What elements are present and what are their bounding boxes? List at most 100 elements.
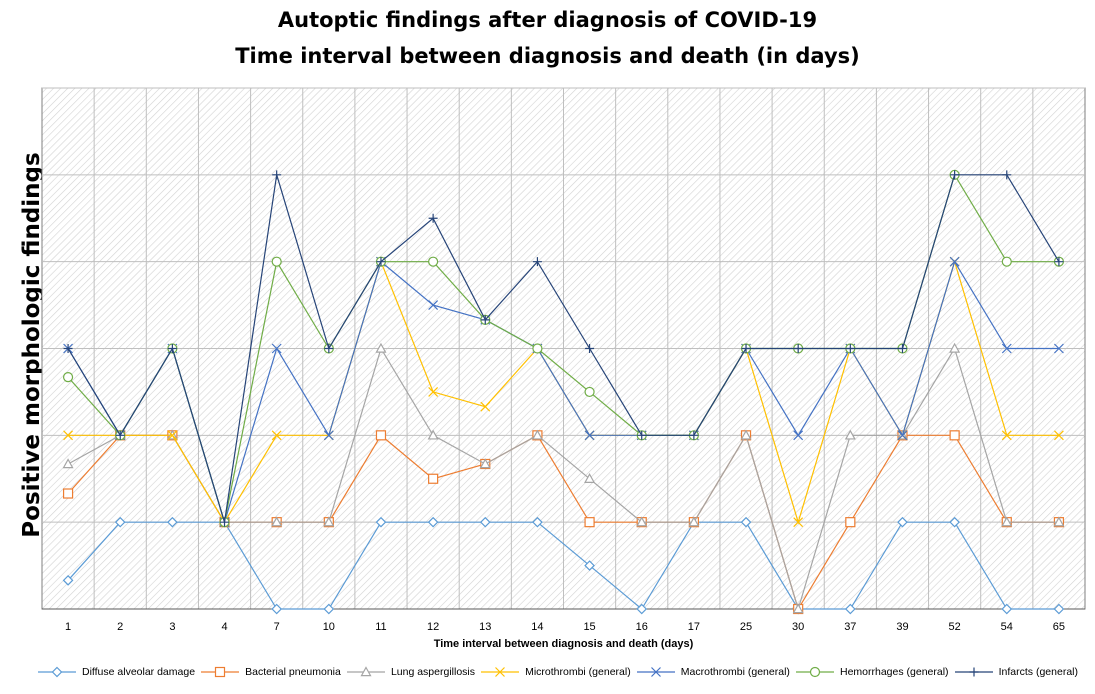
series-infarcts-general	[63, 170, 1064, 527]
data-point	[479, 458, 491, 469]
data-point	[360, 666, 372, 677]
legend-label: Infarcts (general)	[998, 666, 1078, 678]
data-point	[1054, 430, 1064, 441]
data-point	[793, 430, 804, 441]
data-point	[949, 342, 961, 353]
x-tick-label: 30	[792, 621, 804, 633]
plus-marker-icon	[954, 667, 993, 677]
data-point	[271, 516, 283, 527]
series-line	[67, 521, 1059, 610]
data-point	[375, 430, 387, 441]
x-tick-label: 13	[479, 621, 491, 633]
data-point	[427, 516, 439, 528]
data-point	[220, 517, 230, 527]
line-chart: 1 2 3 4 7 10 11 12 13 14 15 16 17 25 30 37 39 52 54 65 Time…	[41, 87, 1086, 650]
legend-label: Hemorrhages (general)	[839, 666, 949, 678]
series-layer	[62, 169, 1065, 615]
x-tick-label: 12	[427, 621, 439, 633]
data-point	[584, 473, 596, 483]
data-point	[428, 256, 439, 267]
data-point	[215, 666, 226, 678]
chart-subtitle: Time interval between diagnosis and deat…	[235, 44, 860, 68]
data-point	[793, 517, 804, 528]
data-point	[375, 516, 387, 528]
data-point	[114, 516, 126, 528]
data-point	[427, 429, 439, 440]
data-point	[428, 300, 439, 311]
circle-marker-icon	[795, 666, 834, 678]
data-point	[584, 430, 595, 441]
data-point	[650, 667, 661, 677]
data-point	[809, 666, 821, 678]
chart-title: Autoptic findings after diagnosis of COV…	[277, 8, 818, 32]
series-diffuse-alveolar-damage	[62, 516, 1065, 615]
x-tick-label: 52	[949, 621, 961, 633]
data-point	[531, 429, 543, 440]
x-marker-icon	[481, 667, 520, 677]
legend-label: Diffuse alveolar damage	[82, 666, 196, 678]
data-point	[844, 603, 856, 615]
data-point	[479, 516, 491, 528]
data-point	[480, 401, 491, 412]
data-point	[167, 344, 177, 353]
x-marker-icon	[636, 667, 675, 677]
diamond-marker-icon	[38, 666, 76, 678]
square-marker-icon	[201, 666, 240, 678]
legend-item: Macrothrombi (general)	[636, 666, 790, 678]
data-point	[949, 256, 960, 267]
data-point	[63, 344, 73, 353]
data-point	[62, 458, 74, 469]
data-point	[428, 386, 439, 397]
x-tick-label: 37	[844, 621, 856, 633]
x-tick-label: 7	[274, 621, 280, 633]
data-point	[792, 603, 804, 614]
x-tick-label: 3	[169, 621, 175, 633]
data-point	[584, 517, 595, 528]
data-point	[271, 430, 282, 441]
data-point	[897, 516, 908, 528]
data-point	[1054, 257, 1064, 267]
data-point	[740, 516, 752, 528]
data-point	[636, 516, 648, 527]
data-point	[1001, 603, 1013, 615]
legend-item: Diffuse alveolar damage	[38, 666, 195, 678]
triangle-marker-icon	[346, 666, 385, 677]
legend-label: Bacterial pneumonia	[245, 666, 341, 678]
data-point	[323, 516, 335, 527]
series-line	[67, 347, 1059, 612]
series-line	[67, 174, 1060, 523]
legend-label: Macrothrombi (general)	[680, 666, 790, 678]
data-point	[636, 603, 648, 615]
data-point	[63, 430, 73, 441]
data-point	[1001, 256, 1012, 267]
data-point	[688, 516, 700, 527]
data-point	[949, 430, 960, 441]
data-point	[949, 516, 960, 528]
data-point	[323, 603, 335, 615]
data-point	[637, 430, 647, 440]
data-point	[741, 344, 751, 353]
data-point	[1002, 170, 1012, 180]
x-tick-label: 14	[531, 621, 543, 633]
data-point	[323, 430, 334, 441]
x-tick-label: 11	[375, 621, 386, 633]
data-point	[376, 257, 386, 267]
data-point	[495, 667, 506, 677]
legend-item: Infarcts (general)	[954, 666, 1078, 678]
data-point	[62, 372, 74, 383]
legend: Diffuse alveolar damage Bacterial pneumon…	[38, 666, 1078, 678]
legend-item: Lung aspergillosis	[346, 666, 475, 678]
x-tick-label: 17	[688, 621, 700, 633]
data-point	[532, 516, 543, 528]
data-point	[428, 213, 438, 223]
legend-label: Microthrombi (general)	[525, 666, 631, 678]
data-point	[271, 603, 283, 615]
data-point	[62, 488, 74, 499]
data-point	[844, 429, 856, 440]
data-point	[1001, 516, 1013, 527]
data-point	[793, 344, 803, 353]
x-tick-label: 25	[740, 621, 752, 633]
data-point	[1001, 430, 1012, 441]
data-point	[51, 666, 63, 678]
data-point	[740, 429, 752, 440]
